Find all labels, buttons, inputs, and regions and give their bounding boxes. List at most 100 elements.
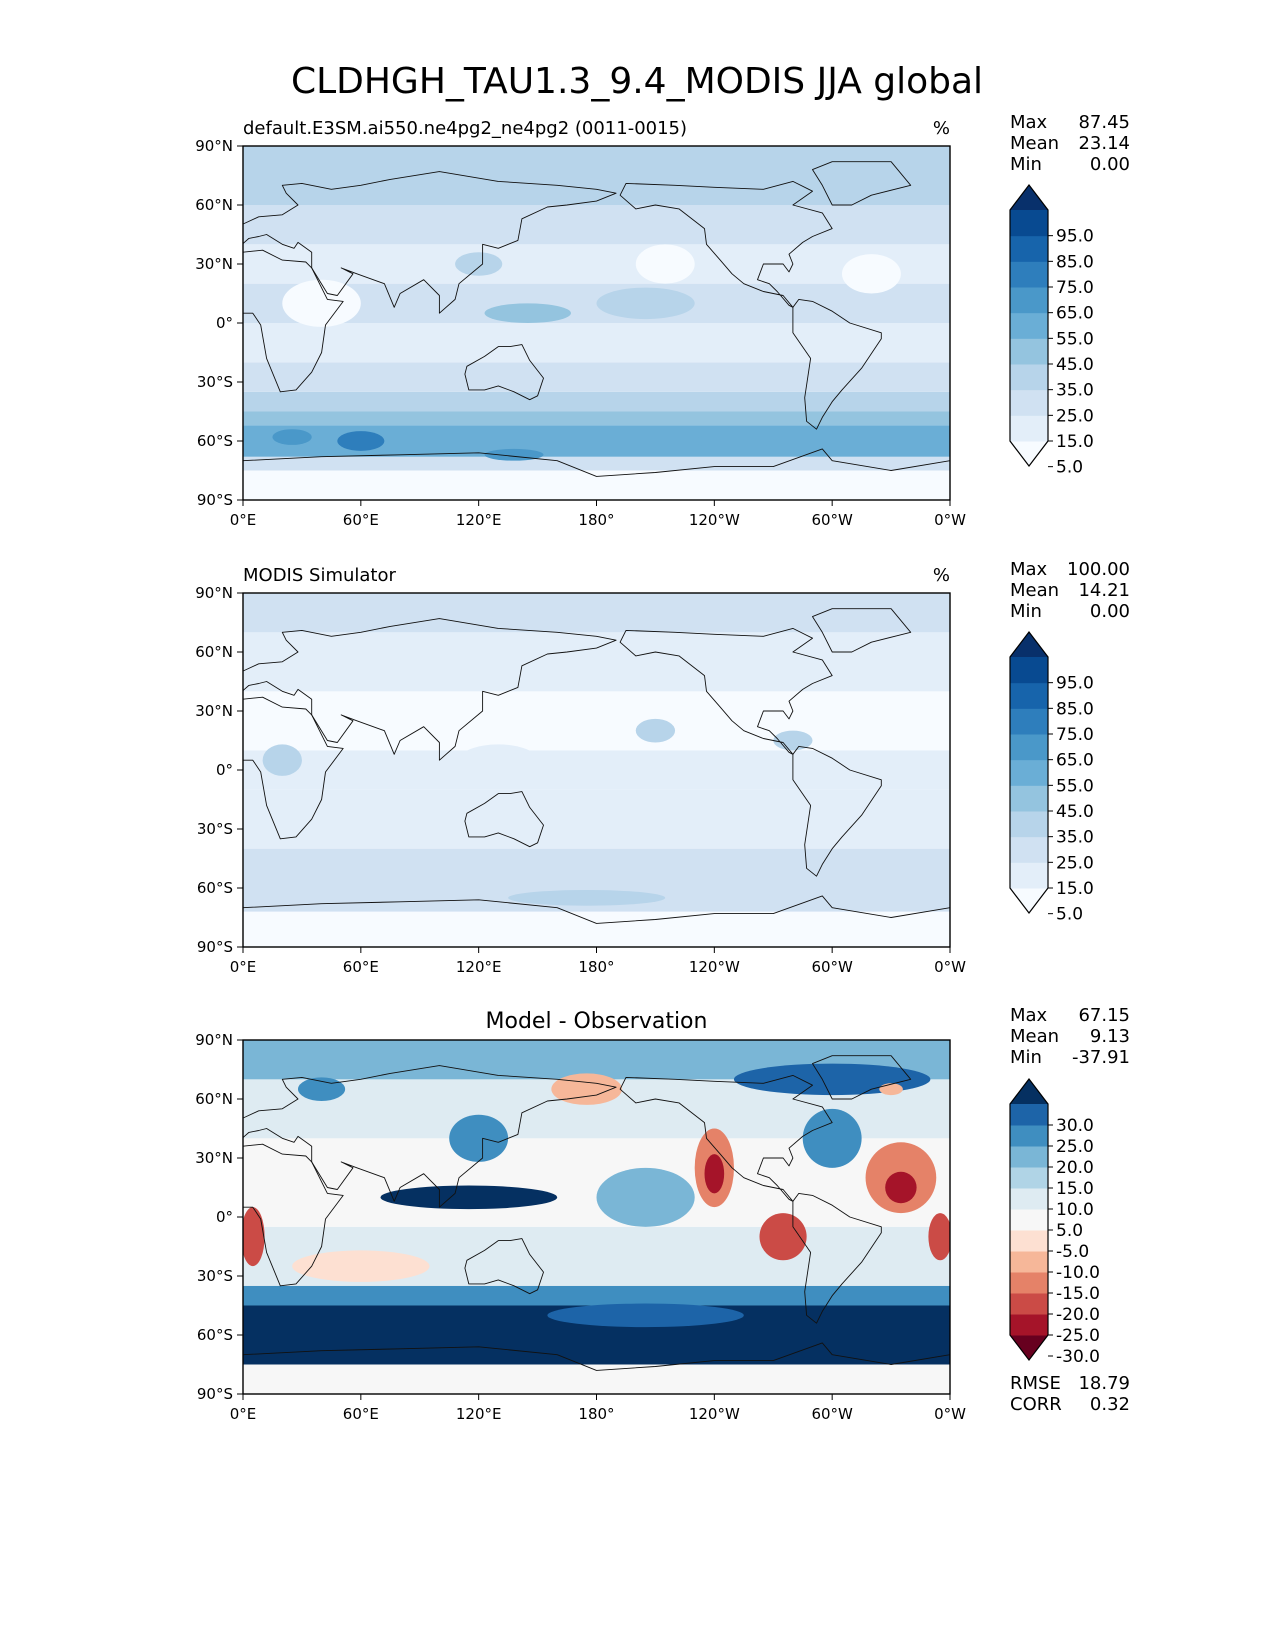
field-blob-4 (508, 889, 666, 906)
colorbar-label: 20.0 (1056, 1158, 1094, 1178)
colorbar-label: -30.0 (1056, 1347, 1100, 1367)
y-tick-label: 60°N (195, 643, 233, 661)
field-layer (243, 1040, 950, 1394)
colorbar-extend-bottom (1010, 441, 1048, 466)
y-tick-label: 0° (216, 314, 233, 332)
coastline-0 (243, 696, 344, 840)
coastline-5 (812, 1055, 912, 1100)
field-band-4 (243, 391, 950, 412)
field-blob-14 (292, 1250, 430, 1282)
field-band-6 (243, 593, 950, 633)
coastline-1 (243, 171, 617, 314)
colorbar-segment (1010, 836, 1048, 863)
colorbar-extend-bottom (1010, 888, 1048, 913)
field-blob-0 (635, 718, 676, 743)
colorbar-label: -10.0 (1056, 1263, 1100, 1283)
field-blob-2 (484, 448, 544, 461)
coastline-2 (464, 344, 544, 401)
colorbar-segment (1010, 235, 1048, 262)
stat-label: Max (1010, 559, 1048, 580)
field-blob-15 (879, 1083, 903, 1096)
x-tick-label: 120°W (689, 511, 740, 529)
field-blob-16 (547, 1303, 744, 1328)
panel-units: % (933, 118, 950, 139)
field-band-0 (243, 470, 950, 500)
coastline-5 (812, 161, 912, 206)
panels: 0°E 60°E 120°E 180° 120°W 60°W 0°W 90°N 60°N 30°N… (195, 112, 1130, 1423)
colorbar-label: 25.0 (1056, 1137, 1094, 1157)
coastline-6 (243, 448, 950, 500)
field-blob-4 (484, 303, 571, 323)
x-tick-label: 180° (578, 958, 614, 976)
x-tick-label: 0°W (934, 1405, 966, 1423)
coastline-5 (812, 608, 912, 653)
field-blob-2 (596, 1167, 695, 1227)
coastline-6 (243, 895, 950, 947)
colorbar-label: 55.0 (1056, 776, 1094, 796)
colorbar-label: 25.0 (1056, 406, 1094, 426)
field-blob-8 (635, 244, 695, 284)
field-band-9 (243, 205, 950, 245)
field-blob-5 (802, 1108, 862, 1168)
field-layer (243, 146, 950, 500)
colorbar-label: 5.0 (1056, 905, 1083, 925)
field-band-5 (243, 362, 950, 392)
coastline-1 (243, 618, 617, 761)
stat-label: Mean (1010, 1026, 1059, 1047)
field-blob-2 (262, 744, 302, 776)
stat-label: CORR (1010, 1394, 1062, 1415)
colorbar-extend-top (1010, 185, 1048, 210)
field-band-6 (243, 323, 950, 363)
colorbar-segment (1010, 1167, 1048, 1189)
field-band-3 (243, 750, 950, 790)
colorbar-label: 5.0 (1056, 458, 1083, 478)
figure-title: CLDHGH_TAU1.3_9.4_MODIS JJA global (291, 61, 983, 102)
coastline-2 (464, 1238, 544, 1295)
x-tick-label: 120°E (456, 958, 502, 976)
field-band-0 (243, 1364, 950, 1394)
x-tick-label: 60°W (811, 511, 853, 529)
x-tick-label: 60°E (343, 1405, 379, 1423)
y-tick-label: 90°S (197, 938, 233, 956)
colorbar-segment (1010, 389, 1048, 416)
colorbar-label: -20.0 (1056, 1305, 1100, 1325)
colorbar-label: 75.0 (1056, 278, 1094, 298)
colorbar-label: 85.0 (1056, 699, 1094, 719)
colorbar-segment (1010, 811, 1048, 838)
field-layer (243, 593, 950, 947)
map-panel-3: 0°E 60°E 120°E 180° 120°W 60°W 0°W 90°N 60°N 30°N… (195, 1005, 1130, 1423)
colorbar-segment (1010, 338, 1048, 365)
colorbar-segment (1010, 1272, 1048, 1294)
field-band-2 (243, 789, 950, 849)
y-tick-label: 90°N (195, 137, 233, 155)
x-tick-label: 60°E (343, 958, 379, 976)
stat-value: 23.14 (1078, 133, 1130, 154)
panel-title: default.E3SM.ai550.ne4pg2_ne4pg2 (0011-0… (243, 118, 687, 139)
colorbar-label: -15.0 (1056, 1284, 1100, 1304)
coastline-1 (243, 1065, 617, 1208)
stat-label: Mean (1010, 580, 1059, 601)
y-tick-label: 90°N (195, 584, 233, 602)
coastline-3 (619, 180, 833, 308)
field-blob-11 (243, 1207, 265, 1267)
y-tick-label: 30°S (197, 1267, 233, 1285)
x-tick-label: 120°E (456, 511, 502, 529)
colorbar-label: 25.0 (1056, 853, 1094, 873)
stat-value: 87.45 (1078, 112, 1130, 133)
stat-label: Max (1010, 112, 1048, 133)
field-blob-0 (380, 1185, 558, 1210)
stat-value: 0.00 (1090, 154, 1130, 175)
stat-value: -37.91 (1072, 1047, 1130, 1068)
field-blob-9 (885, 1171, 917, 1204)
y-tick-label: 30°S (197, 820, 233, 838)
y-tick-label: 30°S (197, 373, 233, 391)
colorbar-segment (1010, 708, 1048, 735)
coastline-4 (792, 1192, 882, 1324)
field-blob-5 (455, 252, 503, 276)
y-tick-label: 60°S (197, 1326, 233, 1344)
colorbar-segment (1010, 1146, 1048, 1168)
field-blob-1 (272, 429, 312, 445)
y-tick-label: 60°N (195, 196, 233, 214)
field-band-5 (243, 632, 950, 692)
